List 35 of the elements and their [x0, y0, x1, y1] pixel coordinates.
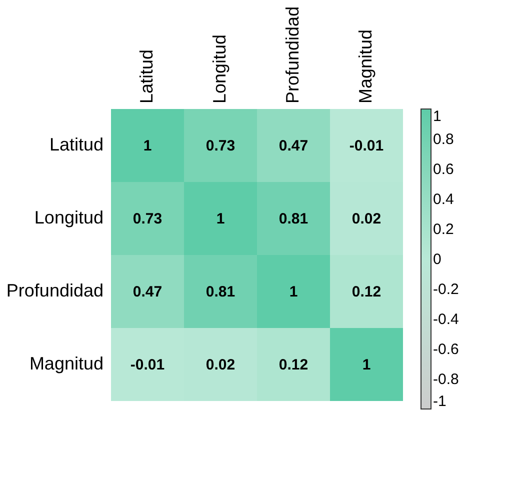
color-bar-label: -1 [433, 393, 446, 410]
y-tick-label: Latitud [49, 134, 104, 154]
x-tick-label: Profundidad [282, 6, 302, 104]
data-label: 0.02 [206, 356, 236, 374]
color-bar-label: 0 [433, 251, 442, 268]
data-label: 0.02 [352, 210, 382, 228]
data-label: 0.12 [352, 284, 382, 300]
y-tick-label: Magnitud [29, 354, 104, 374]
color-bar-label: 0.6 [433, 161, 454, 178]
data-label: 1 [362, 356, 371, 374]
color-bar-label: 0.8 [433, 131, 454, 148]
data-label: 1 [143, 138, 152, 154]
x-tick-label: Longitud [210, 34, 230, 104]
data-label: 0.47 [278, 138, 308, 154]
color-bar-label: 0.2 [433, 221, 454, 238]
data-label: 0.73 [132, 210, 162, 228]
x-tick-label: Magnitud [356, 29, 376, 104]
data-label: 0.81 [206, 284, 236, 300]
data-label: 1 [289, 284, 298, 300]
color-bar-label: -0.4 [433, 311, 459, 328]
color-bar-label: 0.4 [433, 191, 454, 208]
data-label: 0.81 [278, 210, 308, 228]
y-tick-label: Profundidad [6, 280, 104, 300]
data-label: 0.12 [278, 356, 308, 374]
color-bar-label: -0.2 [433, 281, 459, 298]
x-tick-label: Latitud [136, 49, 156, 104]
data-label: 0.73 [206, 138, 236, 154]
y-tick-label: Longitud [34, 208, 104, 228]
color-bar-label: 1 [433, 108, 442, 125]
color-bar-label: -0.6 [433, 341, 459, 358]
color-bar-label: -0.8 [433, 371, 459, 388]
data-label: 1 [216, 210, 225, 228]
data-label: 0.47 [132, 284, 162, 300]
data-label: -0.01 [130, 356, 165, 374]
data-label: -0.01 [349, 138, 384, 154]
